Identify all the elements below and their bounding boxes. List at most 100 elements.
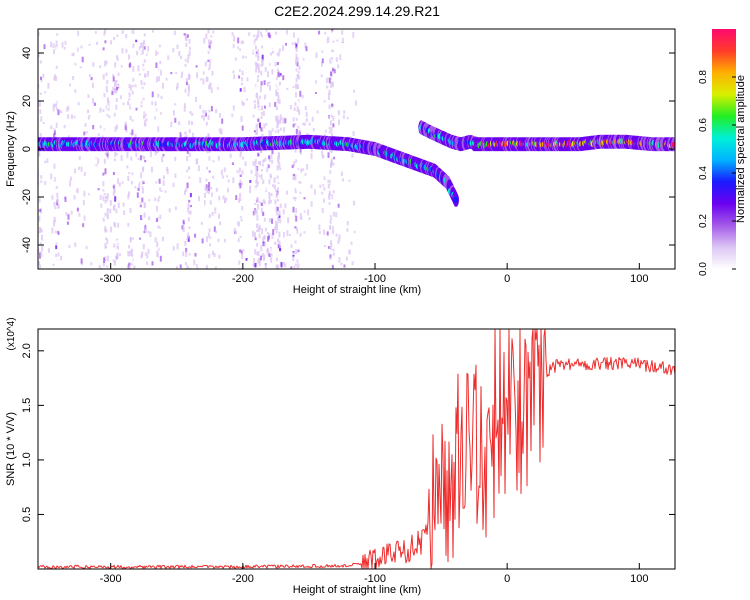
noise-speckle bbox=[143, 111, 146, 114]
noise-speckle bbox=[298, 65, 301, 70]
noise-speckle bbox=[176, 44, 179, 50]
noise-speckle bbox=[106, 152, 109, 157]
noise-speckle bbox=[176, 82, 179, 89]
noise-speckle bbox=[340, 262, 343, 266]
noise-speckle bbox=[257, 49, 259, 55]
noise-speckle bbox=[261, 163, 264, 167]
noise-speckle bbox=[129, 85, 132, 91]
noise-speckle bbox=[214, 266, 217, 269]
noise-speckle bbox=[179, 264, 182, 269]
noise-speckle bbox=[355, 100, 358, 106]
noise-speckle bbox=[334, 65, 337, 69]
noise-speckle bbox=[308, 122, 311, 126]
noise-speckle bbox=[99, 194, 102, 200]
noise-speckle bbox=[121, 181, 124, 184]
noise-speckle bbox=[175, 266, 178, 269]
noise-speckle bbox=[55, 75, 57, 81]
noise-speckle bbox=[304, 42, 307, 49]
noise-speckle bbox=[132, 237, 134, 240]
noise-speckle bbox=[267, 32, 270, 37]
noise-speckle bbox=[44, 181, 47, 186]
noise-speckle bbox=[277, 181, 280, 184]
noise-speckle bbox=[157, 247, 160, 251]
noise-speckle bbox=[131, 172, 134, 176]
noise-speckle bbox=[162, 175, 165, 180]
noise-speckle bbox=[178, 51, 181, 57]
noise-speckle bbox=[159, 187, 162, 191]
noise-speckle bbox=[188, 267, 191, 269]
noise-speckle bbox=[141, 180, 144, 185]
noise-speckle bbox=[294, 174, 297, 179]
spectrogram-x-ticks: -300 -200 -100 0 100 bbox=[100, 263, 648, 285]
noise-speckle bbox=[291, 42, 294, 45]
noise-speckle bbox=[218, 231, 220, 237]
noise-speckle bbox=[80, 258, 83, 264]
noise-speckle bbox=[211, 99, 214, 103]
noise-speckle bbox=[297, 263, 300, 268]
noise-speckle bbox=[233, 228, 236, 232]
noise-speckle bbox=[158, 76, 160, 82]
noise-speckle bbox=[128, 265, 131, 269]
noise-speckle bbox=[252, 214, 255, 217]
noise-speckle bbox=[159, 214, 162, 220]
noise-speckle bbox=[275, 189, 278, 192]
noise-speckle bbox=[332, 206, 335, 211]
noise-speckle bbox=[39, 227, 41, 233]
noise-speckle bbox=[120, 65, 123, 68]
noise-speckle bbox=[270, 86, 273, 91]
noise-speckle bbox=[199, 104, 202, 109]
noise-speckle bbox=[330, 132, 333, 136]
noise-speckle bbox=[120, 218, 123, 222]
noise-speckle bbox=[191, 121, 193, 125]
noise-speckle bbox=[293, 201, 296, 207]
noise-speckle bbox=[305, 209, 307, 212]
noise-speckle bbox=[256, 223, 258, 228]
noise-speckle bbox=[104, 212, 107, 217]
noise-speckle bbox=[272, 184, 275, 187]
noise-speckle bbox=[331, 29, 334, 33]
noise-speckle bbox=[113, 204, 116, 208]
noise-speckle bbox=[239, 179, 242, 186]
noise-speckle bbox=[104, 224, 107, 227]
noise-speckle bbox=[54, 230, 57, 234]
noise-speckle bbox=[327, 93, 330, 96]
noise-speckle bbox=[246, 98, 248, 101]
noise-speckle bbox=[319, 195, 322, 201]
noise-speckle bbox=[167, 55, 170, 60]
noise-speckle bbox=[338, 119, 340, 125]
noise-speckle bbox=[295, 78, 298, 82]
noise-speckle bbox=[40, 180, 43, 183]
noise-speckle bbox=[257, 152, 260, 157]
noise-speckle bbox=[261, 34, 263, 38]
noise-speckle bbox=[260, 81, 263, 86]
noise-speckle bbox=[51, 227, 54, 234]
snr-y-ticks: 0.5 1.0 1.5 2.0 bbox=[21, 343, 675, 522]
noise-speckle bbox=[87, 116, 90, 120]
noise-speckle bbox=[130, 156, 133, 161]
noise-speckle bbox=[268, 102, 271, 107]
noise-speckle bbox=[143, 82, 146, 86]
noise-speckle bbox=[206, 187, 209, 193]
noise-speckle bbox=[328, 190, 331, 196]
noise-speckle bbox=[160, 95, 163, 99]
noise-speckle bbox=[77, 30, 80, 36]
noise-speckle bbox=[38, 172, 41, 176]
noise-speckle bbox=[262, 199, 265, 204]
noise-speckle bbox=[184, 132, 187, 135]
noise-speckle bbox=[104, 29, 106, 34]
noise-speckle bbox=[303, 197, 306, 200]
noise-speckle bbox=[205, 76, 208, 82]
noise-speckle bbox=[283, 113, 286, 118]
noise-speckle bbox=[205, 89, 208, 93]
noise-speckle bbox=[175, 72, 178, 75]
noise-speckle bbox=[330, 182, 333, 185]
noise-speckle bbox=[43, 44, 46, 50]
noise-speckle bbox=[187, 54, 190, 60]
noise-speckle bbox=[323, 198, 325, 203]
noise-speckle bbox=[92, 125, 95, 130]
noise-speckle bbox=[343, 264, 346, 268]
noise-speckle bbox=[78, 47, 81, 53]
noise-speckle bbox=[181, 71, 184, 75]
noise-speckle bbox=[39, 109, 42, 114]
colorbar-tick-label: 0.2 bbox=[698, 214, 709, 228]
